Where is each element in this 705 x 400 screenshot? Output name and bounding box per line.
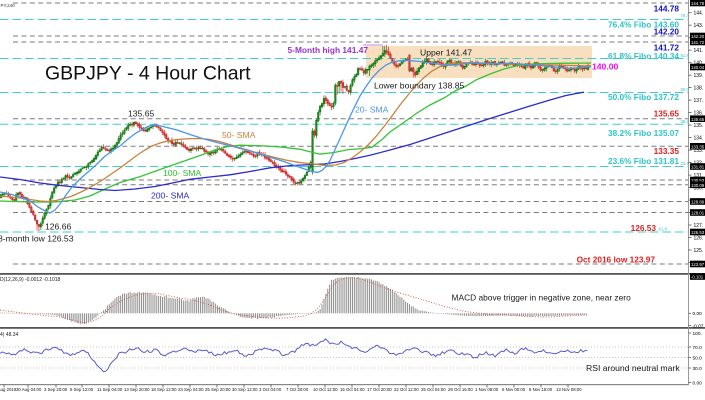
svg-text:8 Nov 16:00: 8 Nov 16:00 <box>529 387 553 392</box>
svg-text:13 Nov 08:00: 13 Nov 08:00 <box>556 387 582 392</box>
svg-text:126.66: 126.66 <box>45 222 72 232</box>
svg-text:-0.101: -0.101 <box>691 275 704 280</box>
svg-text:25 Oct 04:00: 25 Oct 04:00 <box>421 387 446 392</box>
svg-text:20- SMA: 20- SMA <box>355 105 389 115</box>
svg-text:131.81: 131.81 <box>691 165 705 170</box>
svg-text:PY,240: PY,240 <box>1 3 16 8</box>
svg-text:137.: 137. <box>694 98 704 104</box>
svg-text:141.72: 141.72 <box>691 40 705 45</box>
svg-text:50.0: 50.0 <box>681 87 690 92</box>
svg-text:135.65: 135.65 <box>691 117 705 122</box>
svg-text:136.: 136. <box>694 111 704 117</box>
svg-text:143.: 143. <box>694 23 704 29</box>
svg-text:MACD above trigger in negative: MACD above trigger in negative zone, nea… <box>452 293 632 303</box>
svg-text:126.53: 126.53 <box>691 230 705 235</box>
svg-text:133.35: 133.35 <box>654 146 680 156</box>
svg-text:125.: 125. <box>694 248 704 254</box>
svg-text:Upper 141.47: Upper 141.47 <box>420 48 472 58</box>
svg-text:15 Oct 04:00: 15 Oct 04:00 <box>340 387 365 392</box>
svg-text:61.8% Fibo 140.34: 61.8% Fibo 140.34 <box>608 51 679 61</box>
svg-text:7 Oct 20:00: 7 Oct 20:00 <box>286 387 309 392</box>
svg-text:135.65: 135.65 <box>654 109 680 119</box>
svg-text:140.00: 140.00 <box>592 62 619 72</box>
svg-text:17 Oct 20:00: 17 Oct 20:00 <box>367 387 392 392</box>
svg-text:76.4: 76.4 <box>681 13 690 18</box>
svg-text:8-month low 126.53: 8-month low 126.53 <box>0 234 74 244</box>
svg-text:61.8: 61.8 <box>659 227 668 232</box>
svg-text:123.97: 123.97 <box>691 262 705 267</box>
svg-text:10 Oct 12:00: 10 Oct 12:00 <box>313 387 338 392</box>
svg-text:-0.07: -0.07 <box>693 323 704 329</box>
svg-text:144.: 144. <box>694 11 704 17</box>
svg-text:0.00: 0.00 <box>693 311 703 317</box>
svg-text:0.00: 0.00 <box>693 380 703 386</box>
svg-text:76.4% Fibo 143.60: 76.4% Fibo 143.60 <box>608 20 679 30</box>
svg-text:141.72: 141.72 <box>654 43 680 53</box>
svg-text:131.: 131. <box>694 173 704 179</box>
svg-text:25 Sep 20:00: 25 Sep 20:00 <box>205 387 231 392</box>
svg-text:61.8: 61.8 <box>681 53 690 58</box>
svg-text:38.2% Fibo 135.07: 38.2% Fibo 135.07 <box>608 128 679 138</box>
svg-text:141.: 141. <box>694 48 704 54</box>
svg-text:Oct 2016 low 123.97: Oct 2016 low 123.97 <box>577 255 656 265</box>
svg-text:23.6% Fibo 131.81: 23.6% Fibo 131.81 <box>608 156 679 166</box>
svg-text:30 Aug 04:00: 30 Aug 04:00 <box>16 387 42 392</box>
svg-text:144.78: 144.78 <box>691 1 705 6</box>
svg-text:3 Sep 20:00: 3 Sep 20:00 <box>44 387 68 392</box>
svg-text:126.: 126. <box>694 236 704 242</box>
svg-text:1 Nov 08:00: 1 Nov 08:00 <box>475 387 499 392</box>
svg-text:3 Oct 04:00: 3 Oct 04:00 <box>259 387 282 392</box>
svg-text:133.35: 133.35 <box>691 145 705 150</box>
svg-text:100.: 100. <box>693 331 702 337</box>
svg-text:134.: 134. <box>694 136 704 142</box>
svg-text:70.0: 70.0 <box>693 345 703 351</box>
svg-text:23.6: 23.6 <box>681 161 690 166</box>
svg-text:140.: 140. <box>694 61 704 67</box>
svg-text:38.2: 38.2 <box>681 119 690 124</box>
svg-text:4) 48.34: 4) 48.34 <box>0 332 19 338</box>
svg-text:29 Oct 16:00: 29 Oct 16:00 <box>448 387 473 392</box>
svg-text:22 Oct 12:00: 22 Oct 12:00 <box>394 387 419 392</box>
svg-text:50.0: 50.0 <box>693 355 703 361</box>
svg-text:139.: 139. <box>694 73 704 79</box>
svg-text:200- SMA: 200- SMA <box>151 191 189 201</box>
svg-text:128.89: 128.89 <box>691 200 705 205</box>
svg-text:130.: 130. <box>694 186 704 192</box>
svg-text:5-Month high 141.47: 5-Month high 141.47 <box>288 45 369 55</box>
svg-text:130.09: 130.09 <box>691 183 705 188</box>
svg-text:11 Sep 04:00: 11 Sep 04:00 <box>97 387 123 392</box>
svg-text:D(12,26,9) -0.0012 -0.1018: D(12,26,9) -0.0012 -0.1018 <box>0 277 61 283</box>
svg-text:18 Sep 12:00: 18 Sep 12:00 <box>151 387 177 392</box>
svg-text:6 Nov 00:00: 6 Nov 00:00 <box>502 387 526 392</box>
svg-text:135.: 135. <box>694 123 704 129</box>
svg-text:128.01: 128.01 <box>691 211 705 216</box>
svg-text:RSI around neutral mark: RSI around neutral mark <box>586 363 680 373</box>
svg-text:23 Sep 04:00: 23 Sep 04:00 <box>178 387 204 392</box>
svg-text:50- SMA: 50- SMA <box>222 130 256 140</box>
svg-text:GBPJPY - 4 Hour Chart: GBPJPY - 4 Hour Chart <box>45 63 251 85</box>
svg-text:130.53: 130.53 <box>691 178 705 183</box>
svg-text:144.78: 144.78 <box>654 4 680 14</box>
svg-text:Lower boundary 138.85: Lower boundary 138.85 <box>374 81 465 91</box>
svg-text:127.: 127. <box>694 223 704 229</box>
svg-text:30 Sep 12:00: 30 Sep 12:00 <box>232 387 258 392</box>
svg-text:138.: 138. <box>694 86 704 92</box>
svg-text:126.53: 126.53 <box>631 223 657 233</box>
svg-text:100- SMA: 100- SMA <box>163 168 201 178</box>
svg-text:133.: 133. <box>694 148 704 154</box>
svg-text:26 Aug 2019: 26 Aug 2019 <box>0 387 17 392</box>
svg-text:30.0: 30.0 <box>693 366 703 372</box>
svg-text:142.20: 142.20 <box>654 27 680 37</box>
svg-text:13 Sep 20:00: 13 Sep 20:00 <box>124 387 150 392</box>
svg-text:140.04: 140.04 <box>691 65 705 70</box>
svg-text:5 Sep 12:00: 5 Sep 12:00 <box>70 387 94 392</box>
svg-text:142.20: 142.20 <box>691 34 705 39</box>
svg-text:135.65: 135.65 <box>128 108 155 118</box>
svg-text:50.0% Fibo 137.72: 50.0% Fibo 137.72 <box>608 92 679 102</box>
